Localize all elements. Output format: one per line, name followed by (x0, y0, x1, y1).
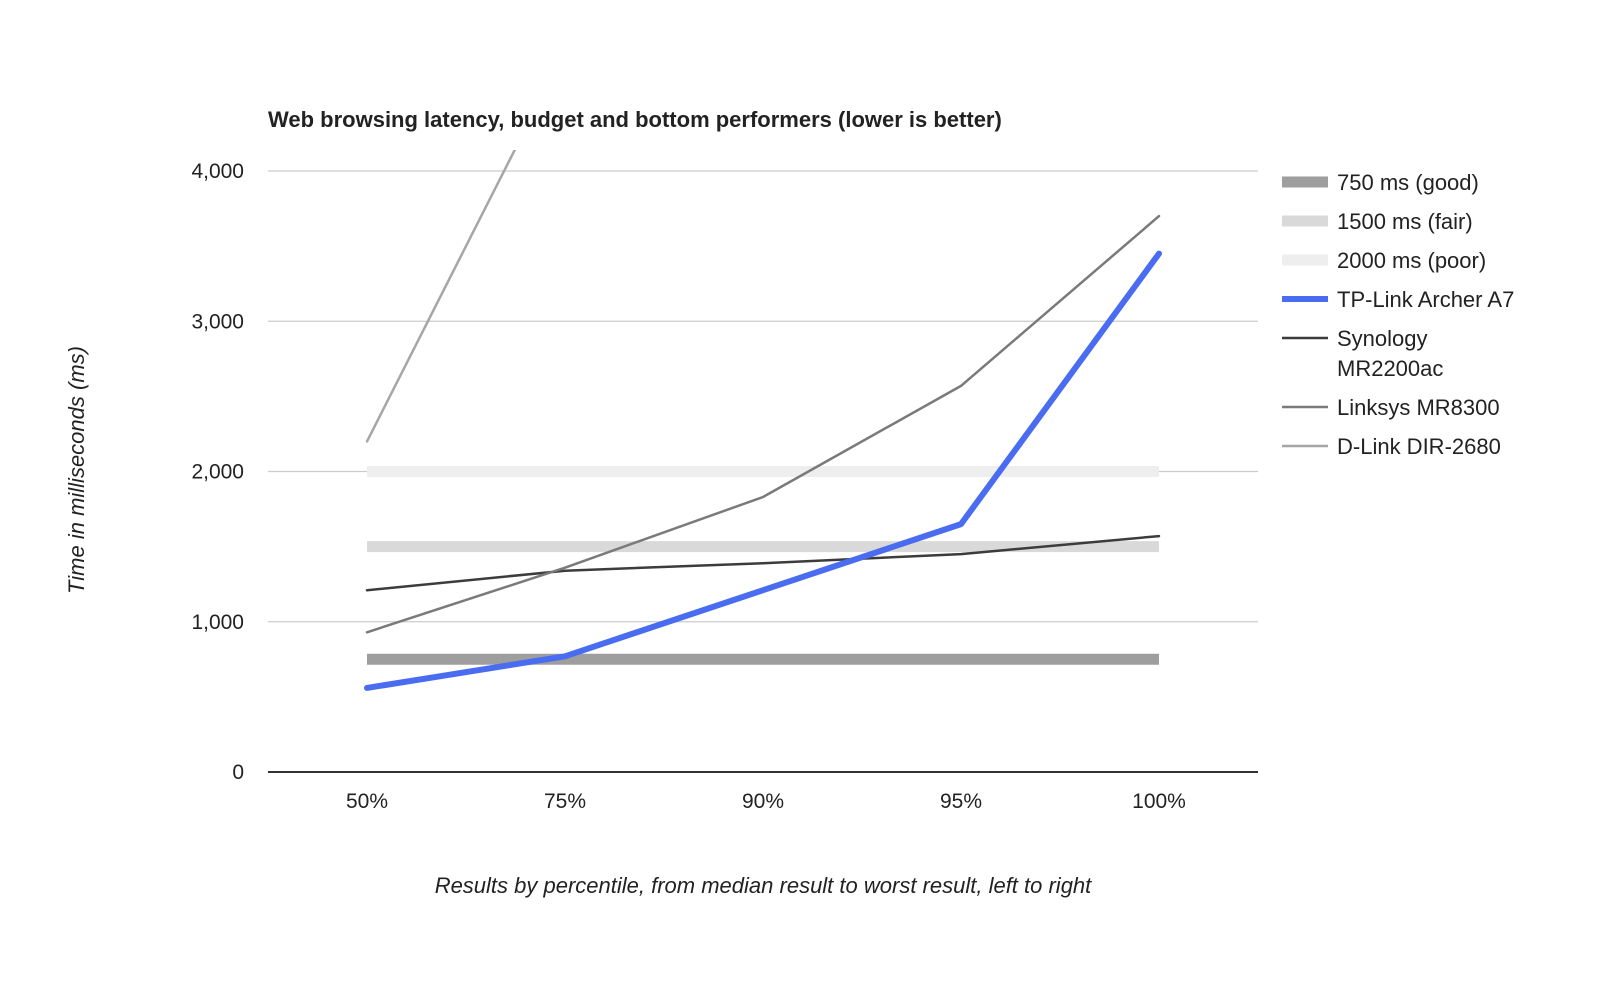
legend-label-synology-mr2200ac-2: MR2200ac (1337, 356, 1443, 381)
legend-label-1500-ms-fair: 1500 ms (fair) (1337, 209, 1473, 234)
legend-item-tp-link-archer-a7: TP-Link Archer A7 (1282, 287, 1514, 312)
gridlines (268, 170, 1258, 623)
y-tick-label-3000: 3,000 (191, 310, 244, 333)
y-tick-label-4000: 4,000 (191, 160, 244, 183)
legend-label-tp-link-archer-a7: TP-Link Archer A7 (1337, 287, 1514, 312)
legend-item-750-ms-good: 750 ms (good) (1282, 170, 1479, 195)
y-tick-label-1000: 1,000 (191, 611, 244, 634)
series-lines (364, 150, 1162, 691)
x-tick-label-90: 90% (742, 790, 784, 813)
legend-item-synology-mr2200ac: Synology MR2200ac (1282, 326, 1443, 381)
x-tick-label-50: 50% (346, 790, 388, 813)
legend: 750 ms (good) 1500 ms (fair) 2000 ms (poor… (1282, 170, 1514, 459)
x-axis-ticks: 50% 75% 90% 95% 100% (346, 790, 1186, 813)
legend-label-linksys-mr8300: Linksys MR8300 (1337, 395, 1500, 420)
x-tick-label-75: 75% (544, 790, 586, 813)
series-line-tp-link-archer-a7 (364, 250, 1162, 691)
legend-item-linksys-mr8300: Linksys MR8300 (1282, 395, 1500, 420)
legend-label-d-link-dir-2680: D-Link DIR-2680 (1337, 434, 1501, 459)
series-line-synology-mr2200ac (365, 534, 1161, 592)
series-line-linksys-mr8300 (365, 214, 1161, 634)
y-tick-label-0: 0 (232, 761, 244, 784)
x-axis-title: Results by percentile, from median resul… (435, 873, 1092, 898)
chart-title: Web browsing latency, budget and bottom … (268, 107, 1002, 132)
series-line-d-link-dir-2680 (365, 150, 517, 443)
legend-label-2000-ms-poor: 2000 ms (poor) (1337, 248, 1486, 273)
legend-item-1500-ms-fair: 1500 ms (fair) (1282, 209, 1473, 234)
y-axis-title: Time in milliseconds (ms) (64, 346, 89, 594)
legend-item-d-link-dir-2680: D-Link DIR-2680 (1282, 434, 1501, 459)
threshold-bands (367, 466, 1159, 665)
x-tick-label-100: 100% (1132, 790, 1186, 813)
y-tick-label-2000: 2,000 (191, 461, 244, 484)
legend-label-750-ms-good: 750 ms (good) (1337, 170, 1479, 195)
x-tick-label-95: 95% (940, 790, 982, 813)
y-axis-ticks: 0 1,000 2,000 3,000 4,000 (191, 160, 244, 784)
legend-item-2000-ms-poor: 2000 ms (poor) (1282, 248, 1486, 273)
legend-label-synology-mr2200ac-1: Synology (1337, 326, 1428, 351)
